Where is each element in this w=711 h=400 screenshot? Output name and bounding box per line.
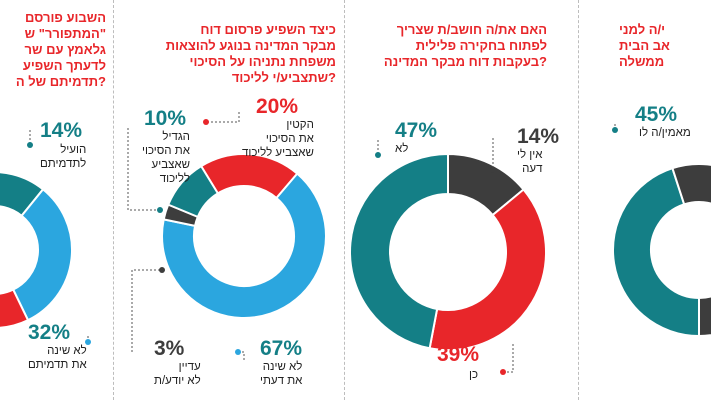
label-line: כן [469, 369, 479, 381]
leader-line [131, 269, 162, 352]
divider-3 [578, 0, 579, 400]
data-label-pct: 14% [40, 119, 83, 142]
data-label-text: מאמין/ה לו [639, 126, 691, 140]
leader-dot [27, 142, 33, 148]
donut-slice [612, 166, 700, 338]
data-label-text: כן [469, 368, 478, 382]
data-label-pct: 14% [517, 125, 560, 148]
leader-dot [85, 339, 91, 345]
leader-line [206, 112, 240, 123]
label-line: לא [395, 143, 409, 155]
label-line: הועיל [60, 144, 87, 156]
donut-slice [161, 172, 327, 319]
title-line: ממשלה [619, 54, 665, 69]
label-line: הגדיל [162, 131, 190, 143]
title-line: כיצד השפיע פרסום דוח [200, 22, 336, 37]
donut-slice [0, 288, 30, 329]
chart-panel-far-left: השבוע פורסם "המתפורר" ש גלאמץ עם שר לדעת… [0, 0, 112, 400]
label-line: את תדמיתם [28, 359, 87, 371]
data-label-text: אין לי דעה [517, 148, 542, 176]
chart-panel-left-middle: כיצד השפיע פרסום דוח מבקר המדינה בנוגע ל… [114, 0, 344, 400]
donut-chart [349, 138, 547, 375]
donut-slice [11, 187, 73, 322]
divider-2 [344, 0, 345, 400]
leader-dot [203, 119, 209, 125]
data-label-text: עדיין לא יודע/ת [154, 360, 201, 388]
label-line: מאמין/ה לו [639, 127, 691, 139]
title-line: ?בעקבות דוח מבקר המדינה [383, 54, 547, 69]
chart-panel-far-right: י/ה למני אב הבית ממשלה 45% מאמין/ה לו [579, 0, 711, 400]
title-line: "המתפורר" ש [24, 26, 106, 41]
donut-slice [166, 164, 220, 219]
data-label-text: לא שינה את דעתי [260, 360, 302, 388]
data-label-pct: 32% [28, 321, 71, 344]
data-label-text: הגדיל את הסיכוי שאצביע לליכוד [142, 130, 190, 186]
label-line: עדיין [178, 361, 201, 373]
donut-chart [0, 130, 91, 345]
label-line: את הסיכוי [265, 133, 314, 145]
label-line: הקטין [286, 119, 314, 131]
data-label-text: לא שינה את תדמיתם [28, 344, 87, 372]
leader-line [127, 128, 160, 211]
label-line: שאצביע לליכוד [242, 147, 314, 159]
label-line: אין לי [517, 149, 543, 161]
label-line: לא שינה [262, 361, 303, 373]
chart-panel-right-middle: האם את/ה חושב/ת שצריך לפתוח בחקירה פלילי… [345, 0, 577, 400]
leader-dot [500, 369, 506, 375]
leader-dot [159, 267, 165, 273]
donut-slice [671, 163, 711, 338]
donut-chart [127, 112, 327, 360]
label-line: דעה [522, 163, 543, 175]
label-line: לתדמיתם [40, 158, 87, 170]
data-label-text: לא [395, 142, 408, 156]
title-line: האם את/ה חושב/ת שצריך [396, 22, 547, 37]
donut-slice [349, 152, 449, 350]
title-line: ?שתצביע/י לליכוד [231, 70, 336, 85]
data-label-pct: 3% [154, 337, 185, 360]
title-line: י/ה למני [619, 22, 666, 37]
data-label-pct: 20% [256, 95, 299, 118]
data-label-pct: 39% [437, 343, 480, 366]
chart-title: השבוע פורסם "המתפורר" ש גלאמץ עם שר לדעת… [16, 10, 106, 90]
data-label-text: הקטין את הסיכוי שאצביע לליכוד [242, 118, 314, 160]
leader-dot [375, 152, 381, 158]
chart-title: כיצד השפיע פרסום דוח מבקר המדינה בנוגע ל… [166, 22, 336, 86]
label-line: את דעתי [260, 375, 303, 387]
chart-title: האם את/ה חושב/ת שצריך לפתוח בחקירה פלילי… [384, 22, 547, 70]
title-line: אב הבית [619, 38, 670, 53]
divider-1 [113, 0, 114, 400]
donut-slice [428, 188, 547, 351]
data-label-text: הועיל לתדמיתם [40, 143, 86, 171]
data-label-pct: 67% [260, 337, 303, 360]
title-line: משפחת נתניהו על הסיכוי [189, 54, 336, 69]
chart-title: י/ה למני אב הבית ממשלה [619, 22, 670, 70]
data-label-pct: 47% [395, 119, 438, 142]
label-line: לא יודע/ת [154, 375, 201, 387]
leader-dot [235, 349, 241, 355]
data-label-pct: 10% [144, 107, 187, 130]
label-line: לא שינה [47, 345, 87, 357]
label-line: את הסיכוי [142, 145, 190, 157]
leader-dot [612, 127, 618, 133]
title-line: גלאמץ עם שר [24, 42, 106, 57]
leader-dot [157, 207, 163, 213]
title-line: לפתוח בחקירה פלילית [415, 38, 547, 53]
label-line: שאצביע [151, 159, 190, 171]
leader-line [503, 344, 514, 373]
title-line: לדעתך השפיע [22, 58, 106, 73]
data-label-pct: 45% [635, 103, 678, 126]
title-line: מבקר המדינה בנוגע להוצאות [165, 38, 336, 53]
donut-chart [612, 124, 711, 338]
label-line: לליכוד [159, 173, 190, 185]
leader-dot [490, 167, 496, 173]
title-line: ?תדמיתם של ה [15, 74, 106, 89]
title-line: השבוע פורסם [25, 10, 106, 25]
